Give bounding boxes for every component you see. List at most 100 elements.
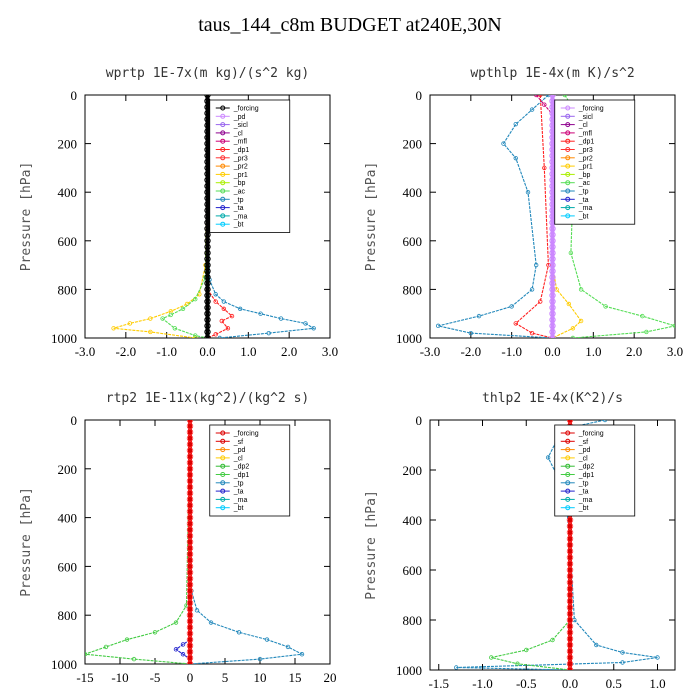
panel-title: thlp2 1E-4x(K^2)/s	[482, 391, 623, 406]
series-point	[180, 642, 186, 647]
plot-frame	[429, 419, 676, 671]
series-point	[513, 121, 518, 127]
series-point	[204, 316, 211, 323]
legend-label: _ma	[578, 205, 593, 212]
legend-marker	[565, 196, 571, 202]
legend-label: _cl	[578, 122, 588, 129]
y-tick-label: 400	[58, 185, 78, 200]
legend-marker	[220, 138, 226, 144]
series-point	[186, 447, 194, 454]
series-point	[640, 313, 645, 319]
series-point	[186, 654, 194, 662]
series-point	[186, 557, 194, 564]
legend-marker	[220, 188, 226, 194]
y-tick-label: 1000	[396, 331, 422, 346]
x-tick-label: 2.0	[626, 344, 642, 359]
series-point	[533, 95, 539, 98]
legend-label: _pr1	[233, 172, 248, 179]
series-point	[566, 579, 574, 586]
series-point	[566, 648, 574, 655]
chart-panel-4: thlp2 1E-4x(K^2)/s Pressure [hPa] -1.5 -1.0…	[364, 391, 676, 691]
series-point	[538, 299, 543, 304]
legend-label: _forcing	[578, 106, 604, 113]
series-point	[566, 616, 574, 624]
series-point	[476, 313, 482, 319]
series-point	[194, 608, 200, 613]
series-point	[550, 637, 555, 643]
panel-title: wprtp 1E-7x(m kg)/(s^2 kg)	[106, 66, 310, 81]
series-point	[524, 647, 529, 653]
series-point	[303, 321, 308, 326]
y-tick-label: 400	[403, 185, 423, 200]
legend-label: _forcing	[578, 431, 604, 438]
series-point	[513, 155, 518, 161]
series-point	[172, 326, 178, 331]
series-point	[173, 647, 179, 652]
series-point	[566, 516, 574, 524]
legend-marker	[220, 463, 226, 469]
series-point	[566, 523, 574, 530]
x-tick-label: -10	[111, 670, 128, 685]
series-point	[566, 301, 572, 307]
series-point	[204, 243, 211, 251]
x-tick-label: 15	[289, 670, 302, 685]
legend-marker	[565, 130, 571, 136]
series-point	[278, 316, 284, 321]
series-point	[578, 287, 584, 292]
legend-marker	[220, 171, 226, 177]
legend-label: _ma	[578, 497, 593, 504]
legend-marker	[220, 472, 226, 477]
series-point	[213, 292, 218, 297]
legend-label: _cl	[233, 130, 243, 137]
x-tick-label: -3.0	[75, 344, 96, 359]
legend-label: _ma	[233, 213, 248, 220]
legend-label: _ta	[578, 197, 589, 204]
legend-label: _mfl	[578, 130, 593, 137]
x-tick-label: -1.0	[501, 344, 522, 359]
legend-marker	[220, 113, 226, 119]
series-line	[438, 95, 553, 338]
series-point	[186, 624, 194, 631]
chart-panel-1: wprtp 1E-7x(m kg)/(s^2 kg) Pressure [hPa]…	[19, 66, 338, 359]
series-point	[644, 329, 649, 335]
series-point	[570, 326, 576, 331]
x-tick-label: -2.0	[116, 344, 137, 359]
series-point	[186, 441, 194, 448]
series-point	[566, 420, 574, 424]
series-point	[186, 636, 194, 643]
legend-marker	[220, 447, 226, 453]
series-point	[529, 287, 535, 292]
legend-marker	[565, 455, 571, 461]
series-line	[514, 95, 553, 338]
series-point	[204, 237, 211, 244]
series-point	[225, 326, 231, 331]
legend-label: _sicl	[578, 114, 593, 121]
legend-label: _tp	[233, 197, 244, 204]
legend-label: _dp1	[578, 472, 595, 479]
series-point	[186, 526, 194, 533]
series-point	[566, 554, 574, 561]
series-point	[204, 95, 211, 99]
legend-label: _bt	[578, 213, 589, 220]
legend-label: _pr2	[233, 164, 248, 171]
series-point	[193, 333, 198, 338]
series-point	[186, 465, 194, 472]
y-axis-label: Pressure [hPa]	[364, 490, 379, 600]
series-line	[175, 639, 191, 660]
series-point	[85, 652, 88, 657]
series-point	[435, 323, 441, 329]
legend-marker	[565, 463, 571, 469]
series-point	[257, 656, 263, 662]
series-point	[204, 334, 211, 338]
chart-panel-3: rtp2 1E-11x(kg^2)/(kg^2 s) Pressure [hPa]…	[19, 391, 337, 685]
series-group	[85, 420, 305, 664]
series-point	[549, 95, 556, 99]
series-point	[186, 520, 194, 527]
x-tick-label: 1.0	[585, 344, 601, 359]
legend-label: _bt	[578, 505, 589, 512]
series-point	[549, 274, 556, 281]
series-point	[168, 312, 173, 318]
legend-label: _bp	[233, 180, 246, 187]
legend-label: _forcing	[233, 431, 259, 438]
legend-label: _dp1	[578, 139, 595, 146]
